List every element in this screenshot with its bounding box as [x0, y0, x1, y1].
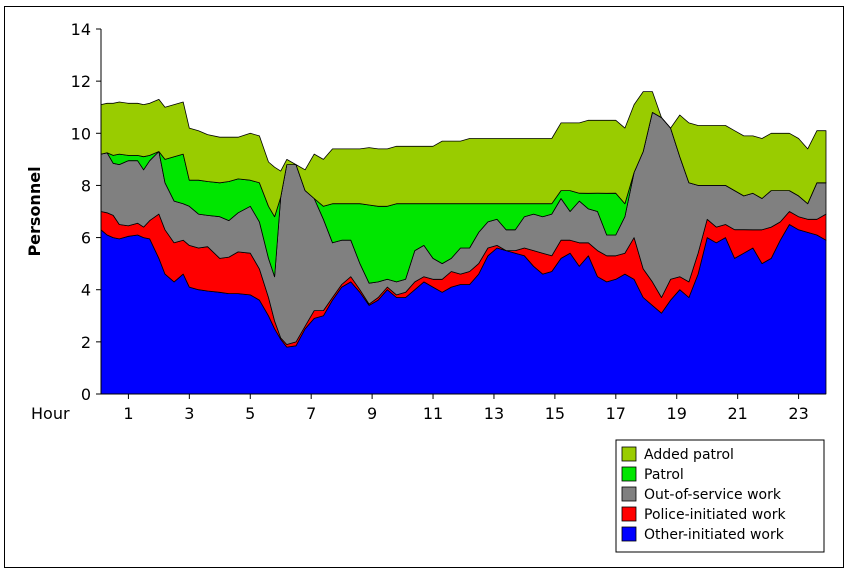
x-tick-label: 19	[667, 404, 687, 423]
stacked-areas	[100, 91, 827, 395]
legend-label-patrol: Patrol	[644, 467, 684, 483]
y-ticks: 0 2 4 6 8 10 12 14	[71, 20, 101, 404]
legend-box	[615, 439, 825, 553]
legend-swatch-patrol	[621, 466, 637, 482]
x-tick-label: 23	[788, 404, 808, 423]
x-ticks: 1 3 5 7 9 11 13 15 17 19 21 23	[123, 394, 809, 423]
x-tick-label: 1	[123, 404, 133, 423]
x-tick-label: 3	[184, 404, 194, 423]
x-tick-label: 17	[606, 404, 626, 423]
legend-label-other-initiated-work: Other-initiated work	[644, 527, 785, 543]
legend-label-police-initiated-work: Police-initiated work	[644, 507, 786, 523]
y-tick-label: 4	[81, 281, 91, 300]
y-tick-label: 6	[81, 229, 91, 248]
y-tick-label: 0	[81, 385, 91, 404]
legend-swatch-other-initiated-work	[621, 526, 637, 542]
x-tick-label: 21	[727, 404, 747, 423]
x-tick-label: 11	[423, 404, 443, 423]
y-tick-label: 8	[81, 176, 91, 195]
legend-swatch-added-patrol	[621, 446, 637, 462]
legend-label-added-patrol: Added patrol	[644, 447, 734, 463]
x-tick-label: 15	[545, 404, 565, 423]
x-tick-label: 7	[306, 404, 316, 423]
x-axis-title: Hour	[31, 404, 70, 423]
legend-label-out-of-service-work: Out-of-service work	[644, 487, 782, 503]
legend-swatch-police-initiated-work	[621, 506, 637, 522]
y-tick-label: 12	[71, 72, 91, 91]
legend-swatch-out-of-service-work	[621, 486, 637, 502]
chart-frame	[4, 6, 844, 568]
x-tick-label: 5	[245, 404, 255, 423]
axes	[100, 29, 826, 395]
y-axis-title: Personnel	[25, 166, 44, 256]
y-tick-label: 10	[71, 124, 91, 143]
legend: Added patrol Patrol Out-of-service work Pol…	[615, 439, 825, 553]
x-tick-label: 9	[367, 404, 377, 423]
x-tick-label: 13	[484, 404, 504, 423]
y-tick-label: 14	[71, 20, 91, 39]
area-added-patrol	[100, 91, 827, 218]
y-tick-label: 2	[81, 333, 91, 352]
